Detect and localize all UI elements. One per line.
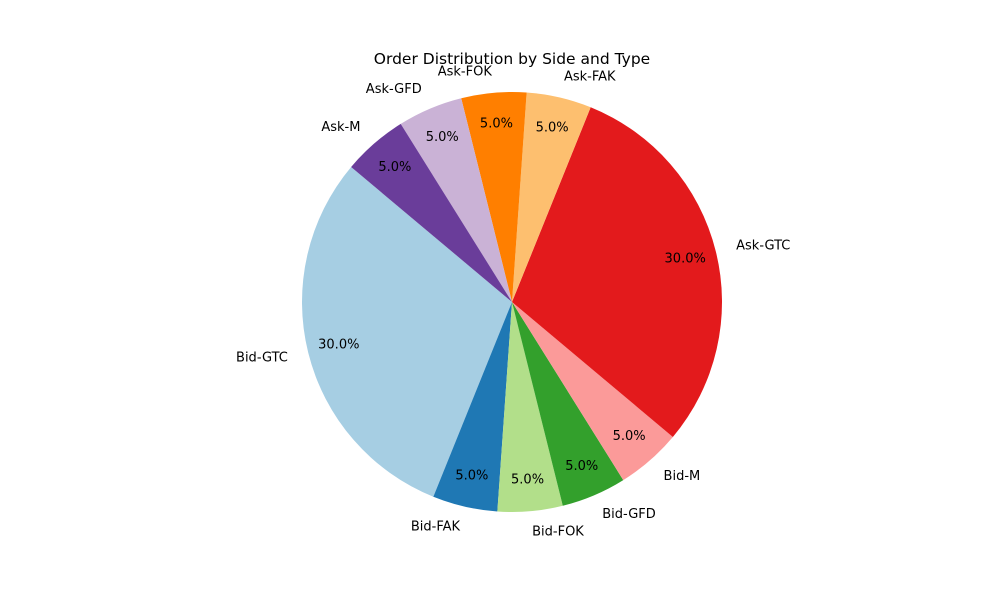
slice-label-bid-m: Bid-M	[664, 469, 701, 484]
pie-slice-bid-fok	[497, 302, 563, 512]
pie-slice-bid-m	[512, 302, 673, 481]
slice-label-ask-fak: Ask-FAK	[564, 69, 616, 84]
slice-label-ask-gtc: Ask-GTC	[736, 239, 790, 254]
pie-slice-ask-fok	[461, 92, 527, 302]
slice-percent-ask-gtc: 30.0%	[665, 251, 706, 266]
slice-percent-bid-gfd: 5.0%	[565, 459, 598, 474]
slice-label-bid-fak: Bid-FAK	[411, 520, 461, 535]
pie-slices	[302, 92, 722, 512]
pie-slice-ask-m	[351, 123, 512, 302]
slice-percent-ask-fak: 5.0%	[536, 121, 569, 136]
pie-slice-bid-gtc	[302, 167, 512, 497]
slice-label-ask-gfd: Ask-GFD	[366, 82, 422, 97]
slice-percent-ask-gfd: 5.0%	[426, 130, 459, 145]
slice-label-ask-m: Ask-M	[321, 120, 360, 135]
slice-label-bid-gfd: Bid-GFD	[602, 507, 656, 522]
pie-slice-ask-fak	[512, 92, 591, 302]
slice-percent-ask-fok: 5.0%	[480, 117, 513, 132]
pie-slice-ask-gtc	[512, 107, 722, 437]
pie-slice-bid-fak	[433, 302, 512, 512]
pie-slice-ask-gfd	[400, 98, 512, 302]
slice-percent-bid-gtc: 30.0%	[318, 338, 359, 353]
slice-label-bid-gtc: Bid-GTC	[236, 350, 288, 365]
pie-slice-bid-gfd	[512, 302, 624, 506]
slice-percent-ask-m: 5.0%	[378, 160, 411, 175]
slice-label-ask-fok: Ask-FOK	[438, 64, 493, 79]
pie-labels: Bid-GTC 30.0% Bid-FAK 5.0% Bid-FOK 5.0% Bid-GF…	[236, 64, 790, 539]
slice-percent-bid-fak: 5.0%	[455, 468, 488, 483]
slice-percent-bid-fok: 5.0%	[511, 472, 544, 487]
slice-percent-bid-m: 5.0%	[613, 429, 646, 444]
chart-title: Order Distribution by Side and Type	[374, 50, 650, 68]
slice-label-bid-fok: Bid-FOK	[532, 525, 584, 540]
